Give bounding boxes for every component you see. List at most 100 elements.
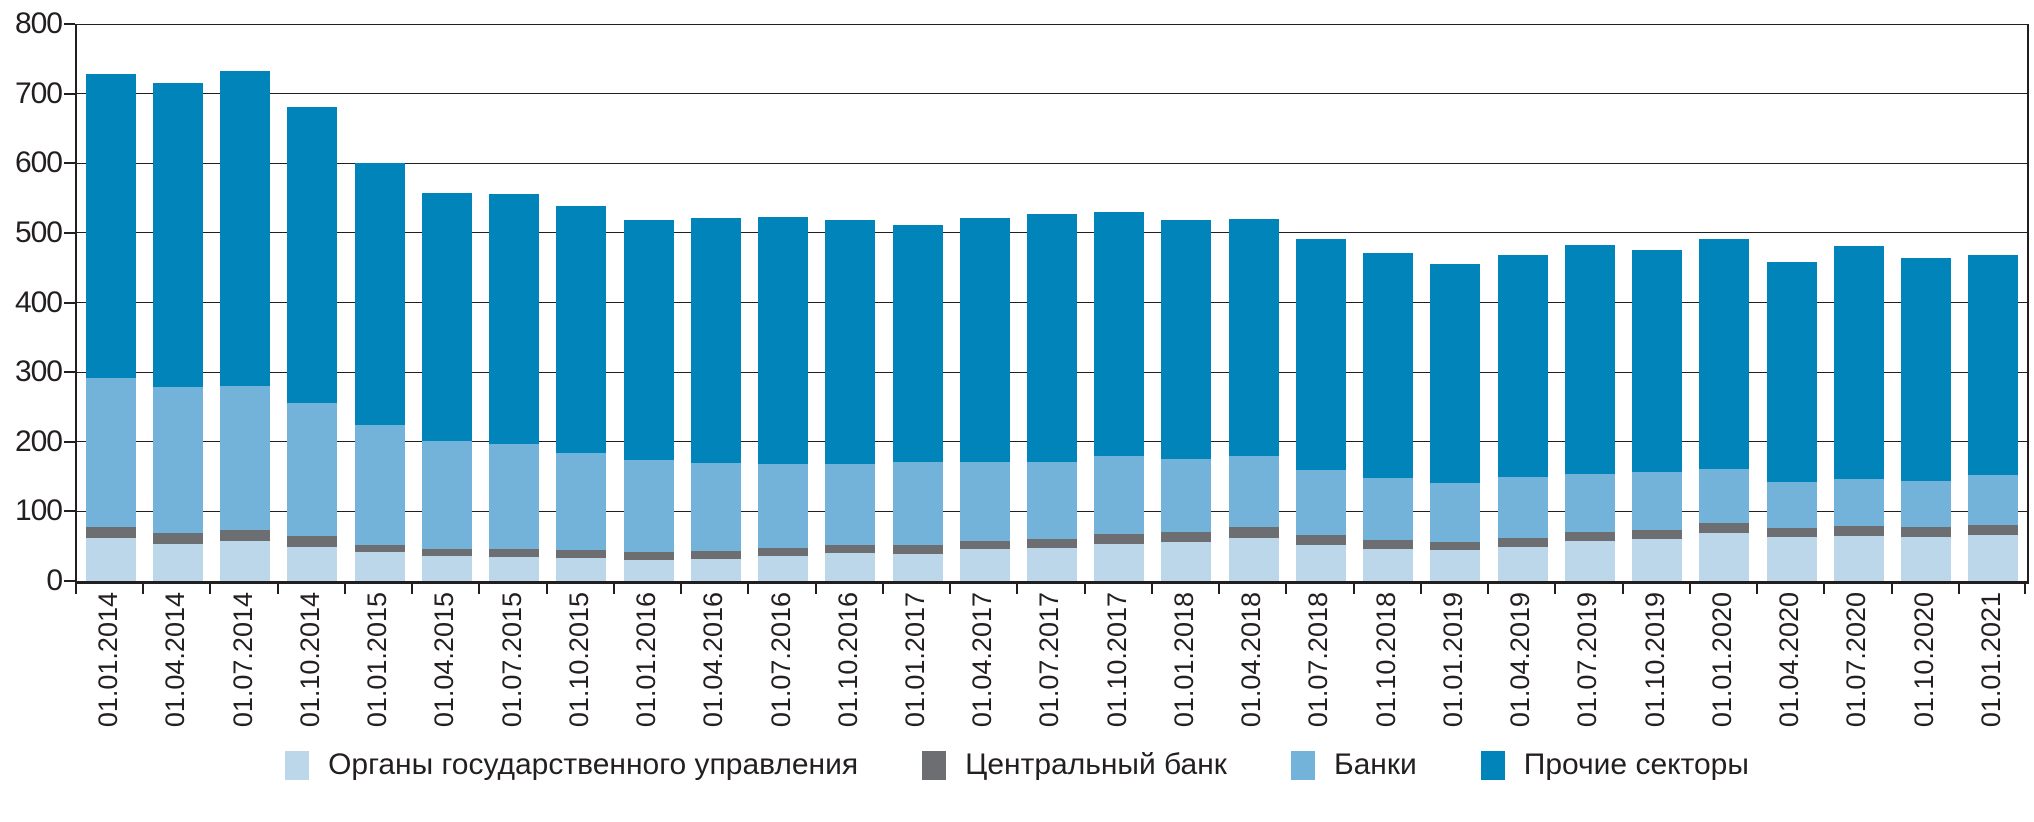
x-tick-label-01.07.2017: 01.07.2017 bbox=[1034, 592, 1065, 728]
bar-column-01.10.2018 bbox=[1355, 24, 1422, 581]
x-label-slot-01.10.2018: 01.10.2018 bbox=[1353, 592, 1420, 742]
legend-item-2: Банки bbox=[1290, 748, 1417, 782]
bar-segment-series0-01.04.2018 bbox=[1228, 537, 1279, 581]
x-label-slot-01.04.2015: 01.04.2015 bbox=[411, 592, 478, 742]
bar-segment-series2-01.01.2016 bbox=[623, 460, 674, 553]
x-label-slot-01.07.2016: 01.07.2016 bbox=[747, 592, 814, 742]
bar-segment-series3-01.04.2019 bbox=[1497, 255, 1548, 477]
x-label-slot-01.04.2017: 01.04.2017 bbox=[949, 592, 1016, 742]
bar-column-01.07.2016 bbox=[749, 24, 816, 581]
bar-segment-series0-01.04.2015 bbox=[421, 556, 472, 581]
y-tick-700 bbox=[64, 92, 75, 95]
x-tick-label-01.07.2014: 01.07.2014 bbox=[227, 592, 258, 728]
bar-segment-series1-01.10.2016 bbox=[825, 544, 876, 554]
bar-segment-series1-01.04.2014 bbox=[152, 532, 203, 544]
bar-segment-series1-01.04.2016 bbox=[690, 550, 741, 559]
x-label-slot-01.10.2015: 01.10.2015 bbox=[546, 592, 613, 742]
x-tick-label-01.01.2020: 01.01.2020 bbox=[1706, 592, 1737, 728]
bar-segment-series3-01.07.2016 bbox=[758, 217, 809, 464]
bar-column-01.07.2015 bbox=[480, 24, 547, 581]
bar-segment-series3-01.07.2018 bbox=[1295, 239, 1346, 471]
bar-column-01.04.2016 bbox=[682, 24, 749, 581]
bar-segment-series3-01.10.2017 bbox=[1094, 211, 1145, 457]
bar-column-01.01.2019 bbox=[1422, 24, 1489, 581]
bar-segment-series3-01.07.2020 bbox=[1833, 245, 1884, 480]
x-tick-label-01.07.2018: 01.07.2018 bbox=[1303, 592, 1334, 728]
x-tick-9 bbox=[680, 584, 683, 594]
bar-column-01.04.2019 bbox=[1489, 24, 1556, 581]
bar-segment-series3-01.10.2016 bbox=[825, 219, 876, 465]
bar-segment-series0-01.07.2014 bbox=[220, 541, 271, 581]
bar-segment-series2-01.04.2018 bbox=[1228, 456, 1279, 528]
x-tick-label-01.01.2019: 01.01.2019 bbox=[1437, 592, 1468, 728]
x-tick-label-01.10.2014: 01.10.2014 bbox=[294, 592, 325, 728]
x-tick-12 bbox=[881, 584, 884, 594]
x-tick-label-01.07.2015: 01.07.2015 bbox=[496, 592, 527, 728]
bar-segment-series3-01.04.2020 bbox=[1766, 261, 1817, 482]
legend: Органы государственного управления Центра… bbox=[0, 748, 2034, 782]
bar-segment-series2-01.10.2015 bbox=[556, 452, 607, 550]
x-label-slot-01.04.2020: 01.04.2020 bbox=[1756, 592, 1823, 742]
bar-segment-series0-01.07.2018 bbox=[1295, 544, 1346, 581]
bar-segment-series3-01.07.2019 bbox=[1564, 245, 1615, 474]
bar-column-01.07.2020 bbox=[1825, 24, 1892, 581]
bar-segment-series3-01.10.2015 bbox=[556, 206, 607, 453]
x-tick-10 bbox=[747, 584, 750, 594]
x-label-slot-01.04.2014: 01.04.2014 bbox=[142, 592, 209, 742]
x-tick-3 bbox=[276, 584, 279, 594]
bar-column-01.04.2014 bbox=[144, 24, 211, 581]
x-tick-23 bbox=[1621, 584, 1624, 594]
y-tick-label-500: 500 bbox=[14, 215, 63, 249]
bar-segment-series3-01.04.2016 bbox=[690, 218, 741, 463]
y-tick-0 bbox=[64, 580, 75, 582]
y-tick-label-600: 600 bbox=[14, 146, 63, 180]
x-tick-14 bbox=[1016, 584, 1019, 594]
bar-segment-series2-01.01.2015 bbox=[354, 425, 405, 545]
bar-segment-series2-01.04.2017 bbox=[959, 462, 1010, 541]
bar-segment-series2-01.10.2014 bbox=[287, 402, 338, 537]
x-tick-label-01.01.2021: 01.01.2021 bbox=[1975, 592, 2006, 728]
bar-segment-series2-01.10.2018 bbox=[1363, 477, 1414, 541]
bar-column-01.10.2016 bbox=[817, 24, 884, 581]
legend-swatch-icon bbox=[1290, 750, 1315, 780]
x-tick-20 bbox=[1419, 584, 1422, 594]
x-label-slot-01.10.2014: 01.10.2014 bbox=[277, 592, 344, 742]
bar-segment-series1-01.04.2018 bbox=[1228, 527, 1279, 538]
bar-segment-series3-01.01.2020 bbox=[1699, 238, 1750, 470]
bar-column-01.07.2017 bbox=[1018, 24, 1085, 581]
bar-segment-series1-01.01.2014 bbox=[85, 526, 136, 539]
y-tick-600 bbox=[64, 162, 75, 165]
legend-swatch-icon bbox=[1480, 750, 1505, 780]
x-label-slot-01.04.2018: 01.04.2018 bbox=[1218, 592, 1285, 742]
bar-segment-series1-01.04.2020 bbox=[1766, 528, 1817, 538]
legend-label-3: Прочие секторы bbox=[1523, 748, 1749, 781]
x-label-slot-01.01.2019: 01.01.2019 bbox=[1420, 592, 1487, 742]
bar-segment-series1-01.01.2018 bbox=[1161, 531, 1212, 543]
x-tick-label-01.01.2015: 01.01.2015 bbox=[362, 592, 393, 728]
bar-column-01.07.2019 bbox=[1556, 24, 1623, 581]
y-tick-label-200: 200 bbox=[14, 424, 63, 458]
bar-segment-series3-01.10.2018 bbox=[1363, 253, 1414, 478]
x-tick-label-01.04.2014: 01.04.2014 bbox=[160, 592, 191, 728]
bar-segment-series2-01.07.2015 bbox=[489, 444, 540, 549]
bar-segment-series0-01.01.2020 bbox=[1699, 532, 1750, 581]
bar-segment-series1-01.04.2019 bbox=[1497, 537, 1548, 547]
x-tick-11 bbox=[814, 584, 817, 594]
x-tick-label-01.01.2014: 01.01.2014 bbox=[93, 592, 124, 728]
x-tick-label-01.07.2020: 01.07.2020 bbox=[1841, 592, 1872, 728]
bar-segment-series2-01.10.2019 bbox=[1632, 471, 1683, 530]
y-tick-500 bbox=[64, 231, 75, 234]
bar-column-01.01.2015 bbox=[346, 24, 413, 581]
bar-segment-series0-01.01.2019 bbox=[1430, 550, 1481, 581]
x-tick-28 bbox=[1957, 584, 1960, 594]
x-tick-6 bbox=[478, 584, 481, 594]
legend-label-2: Банки bbox=[1333, 748, 1417, 781]
bar-segment-series1-01.07.2020 bbox=[1833, 526, 1884, 536]
bar-segment-series3-01.01.2021 bbox=[1968, 255, 2019, 476]
plot-area bbox=[75, 23, 2029, 584]
legend-label-1: Центральный банк bbox=[965, 748, 1227, 781]
bar-segment-series0-01.04.2016 bbox=[690, 558, 741, 581]
bar-segment-series3-01.10.2020 bbox=[1901, 257, 1952, 481]
bar-segment-series1-01.10.2017 bbox=[1094, 534, 1145, 545]
bar-segment-series1-01.07.2018 bbox=[1295, 534, 1346, 545]
